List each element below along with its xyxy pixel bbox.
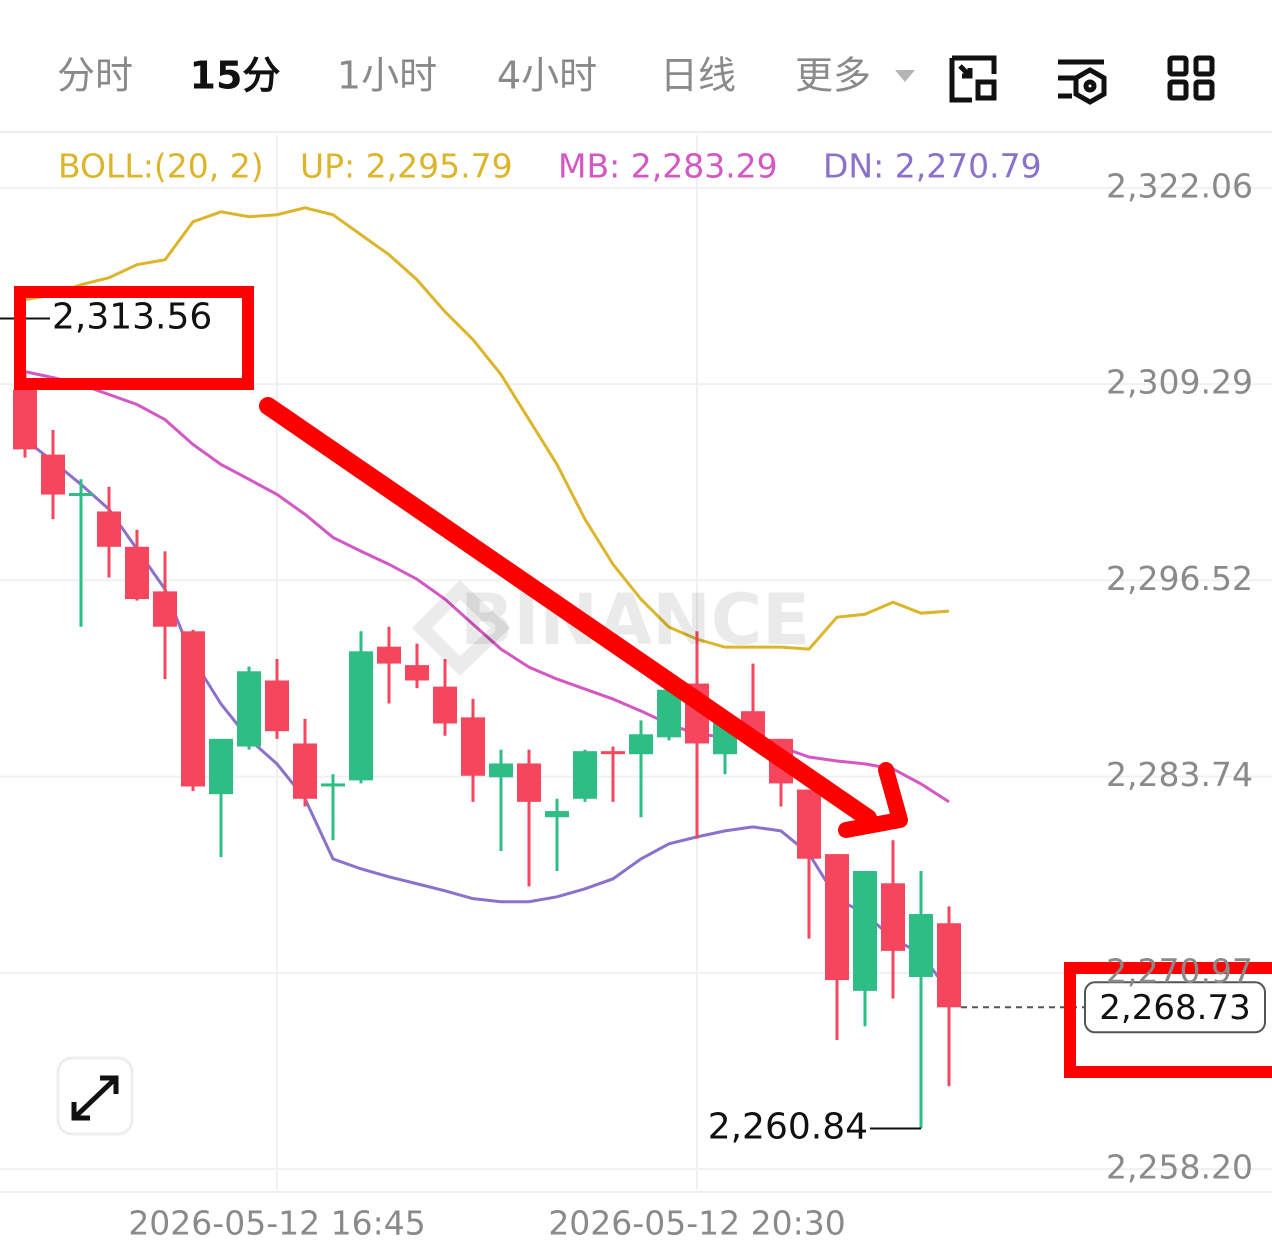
last-price-box bbox=[1084, 981, 1266, 1034]
candles bbox=[13, 371, 961, 1129]
y-tick-label: 2,309.29 bbox=[1106, 363, 1253, 402]
y-tick-label: 2,283.74 bbox=[1106, 755, 1253, 794]
candle-body bbox=[293, 743, 317, 799]
annotations: 2,313.56 2,260.84 2,268.73 bbox=[0, 296, 1266, 1148]
candle-body bbox=[125, 546, 149, 600]
highlight-box bbox=[14, 286, 254, 390]
watermark-logo bbox=[412, 580, 511, 676]
candle-body bbox=[433, 686, 457, 724]
icon-screenshot[interactable] bbox=[949, 55, 997, 103]
toolbar: 分时 15分 1小时 4小时 日线 更多 bbox=[0, 0, 1272, 133]
candle-body bbox=[181, 631, 205, 787]
tab[interactable]: 4小时 bbox=[497, 54, 597, 98]
boll-line bbox=[24, 370, 950, 804]
candle-body bbox=[97, 511, 121, 547]
candle-body bbox=[237, 671, 261, 747]
x-tick-label: 2026-05-12 20:30 bbox=[548, 1204, 845, 1243]
tab[interactable]: 更多 bbox=[795, 54, 871, 98]
candle-body bbox=[909, 914, 933, 978]
y-tick-label: 2,270.97 bbox=[1106, 951, 1253, 990]
expand-button[interactable] bbox=[56, 1056, 134, 1136]
indicator-legend: UP: 2,295.79 bbox=[300, 147, 513, 186]
candle-body bbox=[797, 789, 821, 859]
icon-indicators[interactable] bbox=[1058, 59, 1107, 105]
candle-body bbox=[265, 680, 289, 732]
candle-body bbox=[629, 734, 653, 755]
candle-body bbox=[545, 811, 569, 818]
candle-body bbox=[601, 751, 625, 755]
candle-body bbox=[461, 717, 485, 776]
indicator-lines bbox=[24, 206, 951, 993]
candle-body bbox=[153, 591, 177, 627]
candle-body bbox=[321, 783, 345, 787]
icon-layout[interactable] bbox=[1167, 55, 1215, 101]
indicator-legend: DN: 2,270.79 bbox=[823, 147, 1042, 186]
trend-arrow-head bbox=[838, 762, 908, 838]
tab[interactable]: 1小时 bbox=[337, 54, 437, 98]
high-label: 2,313.56 bbox=[52, 296, 212, 337]
candle-body bbox=[937, 923, 961, 1008]
user-markup bbox=[14, 286, 1272, 1078]
x-tick-label: 2026-05-12 16:45 bbox=[128, 1204, 425, 1243]
low-label: 2,260.84 bbox=[708, 1107, 868, 1148]
dropdown-arrow[interactable] bbox=[895, 70, 915, 82]
highlight-box bbox=[1064, 962, 1272, 1078]
y-tick-label: 2,296.52 bbox=[1106, 559, 1253, 598]
y-tick-label: 2,258.20 bbox=[1106, 1148, 1253, 1187]
candle-body bbox=[573, 751, 597, 799]
candle-body bbox=[209, 738, 233, 795]
candle-body bbox=[377, 646, 401, 664]
candle-body bbox=[405, 665, 429, 681]
indicator-legend: MB: 2,283.29 bbox=[558, 147, 778, 186]
candle-body bbox=[69, 493, 93, 497]
candle-body bbox=[853, 871, 877, 991]
candle-body bbox=[825, 854, 849, 981]
last-price-label: 2,268.73 bbox=[1099, 988, 1250, 1028]
candle-body bbox=[881, 883, 905, 951]
indicator-legend: BOLL:(20, 2) bbox=[58, 147, 264, 186]
tab[interactable]: 分时 bbox=[57, 54, 133, 98]
boll-line bbox=[24, 206, 950, 651]
candle-body bbox=[41, 454, 65, 495]
candle-body bbox=[489, 763, 513, 778]
tab[interactable]: 日线 bbox=[660, 54, 736, 98]
candle-body bbox=[13, 389, 37, 450]
candle-body bbox=[517, 763, 541, 802]
trend-arrow bbox=[259, 397, 877, 827]
expand-icon[interactable] bbox=[71, 1075, 119, 1121]
tab[interactable]: 15分 bbox=[190, 54, 281, 98]
candle-body bbox=[349, 651, 373, 781]
boll-line bbox=[24, 438, 951, 993]
toolbar-bg bbox=[0, 0, 1272, 131]
y-tick-label: 2,322.06 bbox=[1106, 166, 1253, 205]
